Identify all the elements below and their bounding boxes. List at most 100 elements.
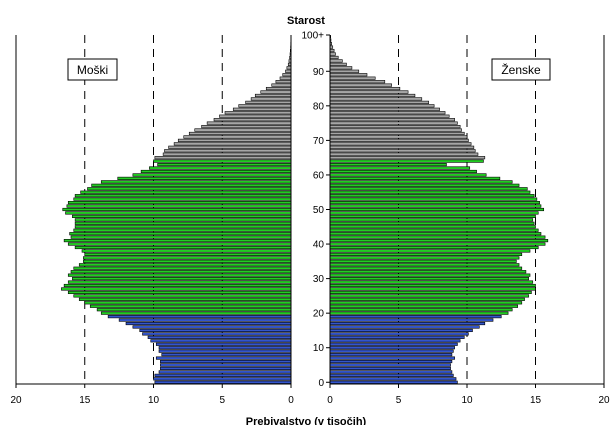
x-tick-label-male-5: 5 bbox=[219, 395, 225, 406]
bar-female-age-42 bbox=[329, 235, 546, 239]
bar-female-age-71 bbox=[329, 135, 468, 139]
bar-male-age-66 bbox=[162, 152, 292, 156]
bar-female-age-85 bbox=[329, 86, 401, 91]
bar-male-age-68 bbox=[168, 145, 292, 149]
bar-male-age-52 bbox=[67, 201, 292, 205]
bar-female-age-21 bbox=[329, 308, 513, 312]
bar-male-age-14 bbox=[142, 332, 292, 336]
bar-female-age-33 bbox=[329, 266, 523, 270]
male-bars bbox=[61, 35, 292, 384]
bar-male-age-45 bbox=[74, 225, 292, 229]
bar-male-age-30 bbox=[72, 277, 292, 281]
bar-female-age-11 bbox=[329, 342, 458, 346]
x-tick-label-male-0: 0 bbox=[288, 395, 294, 406]
bar-female-age-77 bbox=[329, 114, 450, 118]
bar-female-age-13 bbox=[329, 335, 465, 339]
bar-male-age-18 bbox=[118, 318, 292, 322]
bar-male-age-0 bbox=[154, 380, 292, 384]
bar-male-age-75 bbox=[206, 121, 292, 125]
bar-female-age-47 bbox=[329, 218, 534, 222]
bar-male-age-86 bbox=[271, 83, 292, 87]
bar-female-age-28 bbox=[329, 283, 536, 288]
x-tick-label-male-20: 20 bbox=[10, 395, 22, 406]
bar-female-age-2 bbox=[329, 373, 454, 377]
bar-female-age-14 bbox=[329, 332, 469, 336]
bar-female-age-92 bbox=[329, 62, 347, 66]
legend-female: Ženske bbox=[491, 58, 551, 81]
y-tick-label-70: 70 bbox=[313, 136, 325, 147]
bar-female-age-37 bbox=[329, 252, 523, 256]
bar-male-age-81 bbox=[245, 100, 292, 104]
bar-male-age-2 bbox=[154, 373, 292, 377]
x-tick-label-female-10: 10 bbox=[461, 395, 473, 406]
bar-male-age-54 bbox=[74, 194, 292, 198]
bar-male-age-55 bbox=[80, 190, 292, 194]
bar-female-age-76 bbox=[329, 118, 455, 122]
bar-male-age-19 bbox=[107, 315, 292, 319]
legend-male-box bbox=[67, 58, 118, 81]
bar-female-age-36 bbox=[329, 256, 520, 260]
bar-female-age-93 bbox=[329, 59, 343, 63]
bar-female-age-30 bbox=[329, 277, 529, 281]
bar-male-age-34 bbox=[78, 263, 292, 267]
bar-female-age-72 bbox=[329, 131, 465, 136]
bar-female-age-39 bbox=[329, 245, 539, 250]
bar-female-age-84 bbox=[329, 90, 409, 94]
bar-male-age-6 bbox=[160, 359, 292, 364]
bar-female-age-60 bbox=[329, 173, 487, 177]
bar-male-age-85 bbox=[265, 86, 292, 91]
bar-male-age-1 bbox=[153, 377, 292, 381]
bar-female-age-9 bbox=[329, 349, 454, 353]
bar-female-age-66 bbox=[329, 152, 479, 156]
bar-male-age-47 bbox=[74, 218, 292, 222]
bar-female-age-46 bbox=[329, 221, 535, 225]
bar-male-age-27 bbox=[61, 287, 292, 291]
bar-female-age-16 bbox=[329, 325, 480, 329]
bar-female-age-6 bbox=[329, 359, 453, 364]
bar-female-age-10 bbox=[329, 346, 455, 350]
bar-female-age-64 bbox=[329, 159, 484, 163]
bar-female-age-49 bbox=[329, 211, 539, 215]
bar-male-age-72 bbox=[188, 131, 292, 136]
bar-female-age-57 bbox=[329, 183, 520, 187]
bar-male-age-20 bbox=[100, 311, 292, 315]
bar-female-age-65 bbox=[329, 156, 486, 160]
bar-male-age-61 bbox=[140, 169, 292, 174]
bar-female-age-25 bbox=[329, 294, 529, 298]
x-tick-label-female-20: 20 bbox=[598, 395, 610, 406]
bar-male-age-10 bbox=[158, 346, 292, 350]
bar-female-age-54 bbox=[329, 194, 535, 198]
bar-male-age-46 bbox=[74, 221, 292, 225]
bar-male-age-25 bbox=[73, 294, 292, 298]
bar-male-age-57 bbox=[91, 183, 292, 187]
bar-male-age-24 bbox=[78, 297, 292, 301]
bar-female-age-0 bbox=[329, 380, 458, 384]
bar-male-age-8 bbox=[161, 353, 292, 357]
bar-female-age-4 bbox=[329, 366, 451, 371]
bar-male-age-33 bbox=[73, 266, 292, 270]
bar-male-age-79 bbox=[232, 107, 292, 111]
x-axis-title: Prebivalstvo (v tisočih) bbox=[246, 416, 367, 425]
bar-female-age-55 bbox=[329, 190, 531, 194]
bar-female-age-45 bbox=[329, 225, 536, 229]
bar-female-age-95 bbox=[329, 52, 336, 56]
bar-male-age-16 bbox=[132, 325, 292, 329]
bar-female-age-88 bbox=[329, 76, 376, 80]
bar-male-age-62 bbox=[149, 166, 292, 170]
bar-female-age-74 bbox=[329, 124, 461, 129]
bar-male-age-35 bbox=[83, 259, 292, 263]
bar-male-age-21 bbox=[96, 308, 292, 312]
bar-female-age-62 bbox=[329, 166, 471, 170]
bar-female-age-8 bbox=[329, 353, 453, 357]
x-tick-label-male-15: 15 bbox=[79, 395, 91, 406]
legend-female-box bbox=[491, 58, 551, 81]
y-tick-label-20: 20 bbox=[313, 309, 325, 320]
bar-female-age-67 bbox=[329, 149, 476, 153]
y-tick-label-60: 60 bbox=[313, 170, 325, 181]
bar-female-age-38 bbox=[329, 249, 531, 253]
bar-female-age-48 bbox=[329, 214, 536, 218]
bar-male-age-56 bbox=[87, 187, 292, 191]
y-tick-label-90: 90 bbox=[313, 67, 325, 78]
y-tick-label-10: 10 bbox=[313, 343, 325, 354]
bar-female-age-50 bbox=[329, 207, 545, 212]
